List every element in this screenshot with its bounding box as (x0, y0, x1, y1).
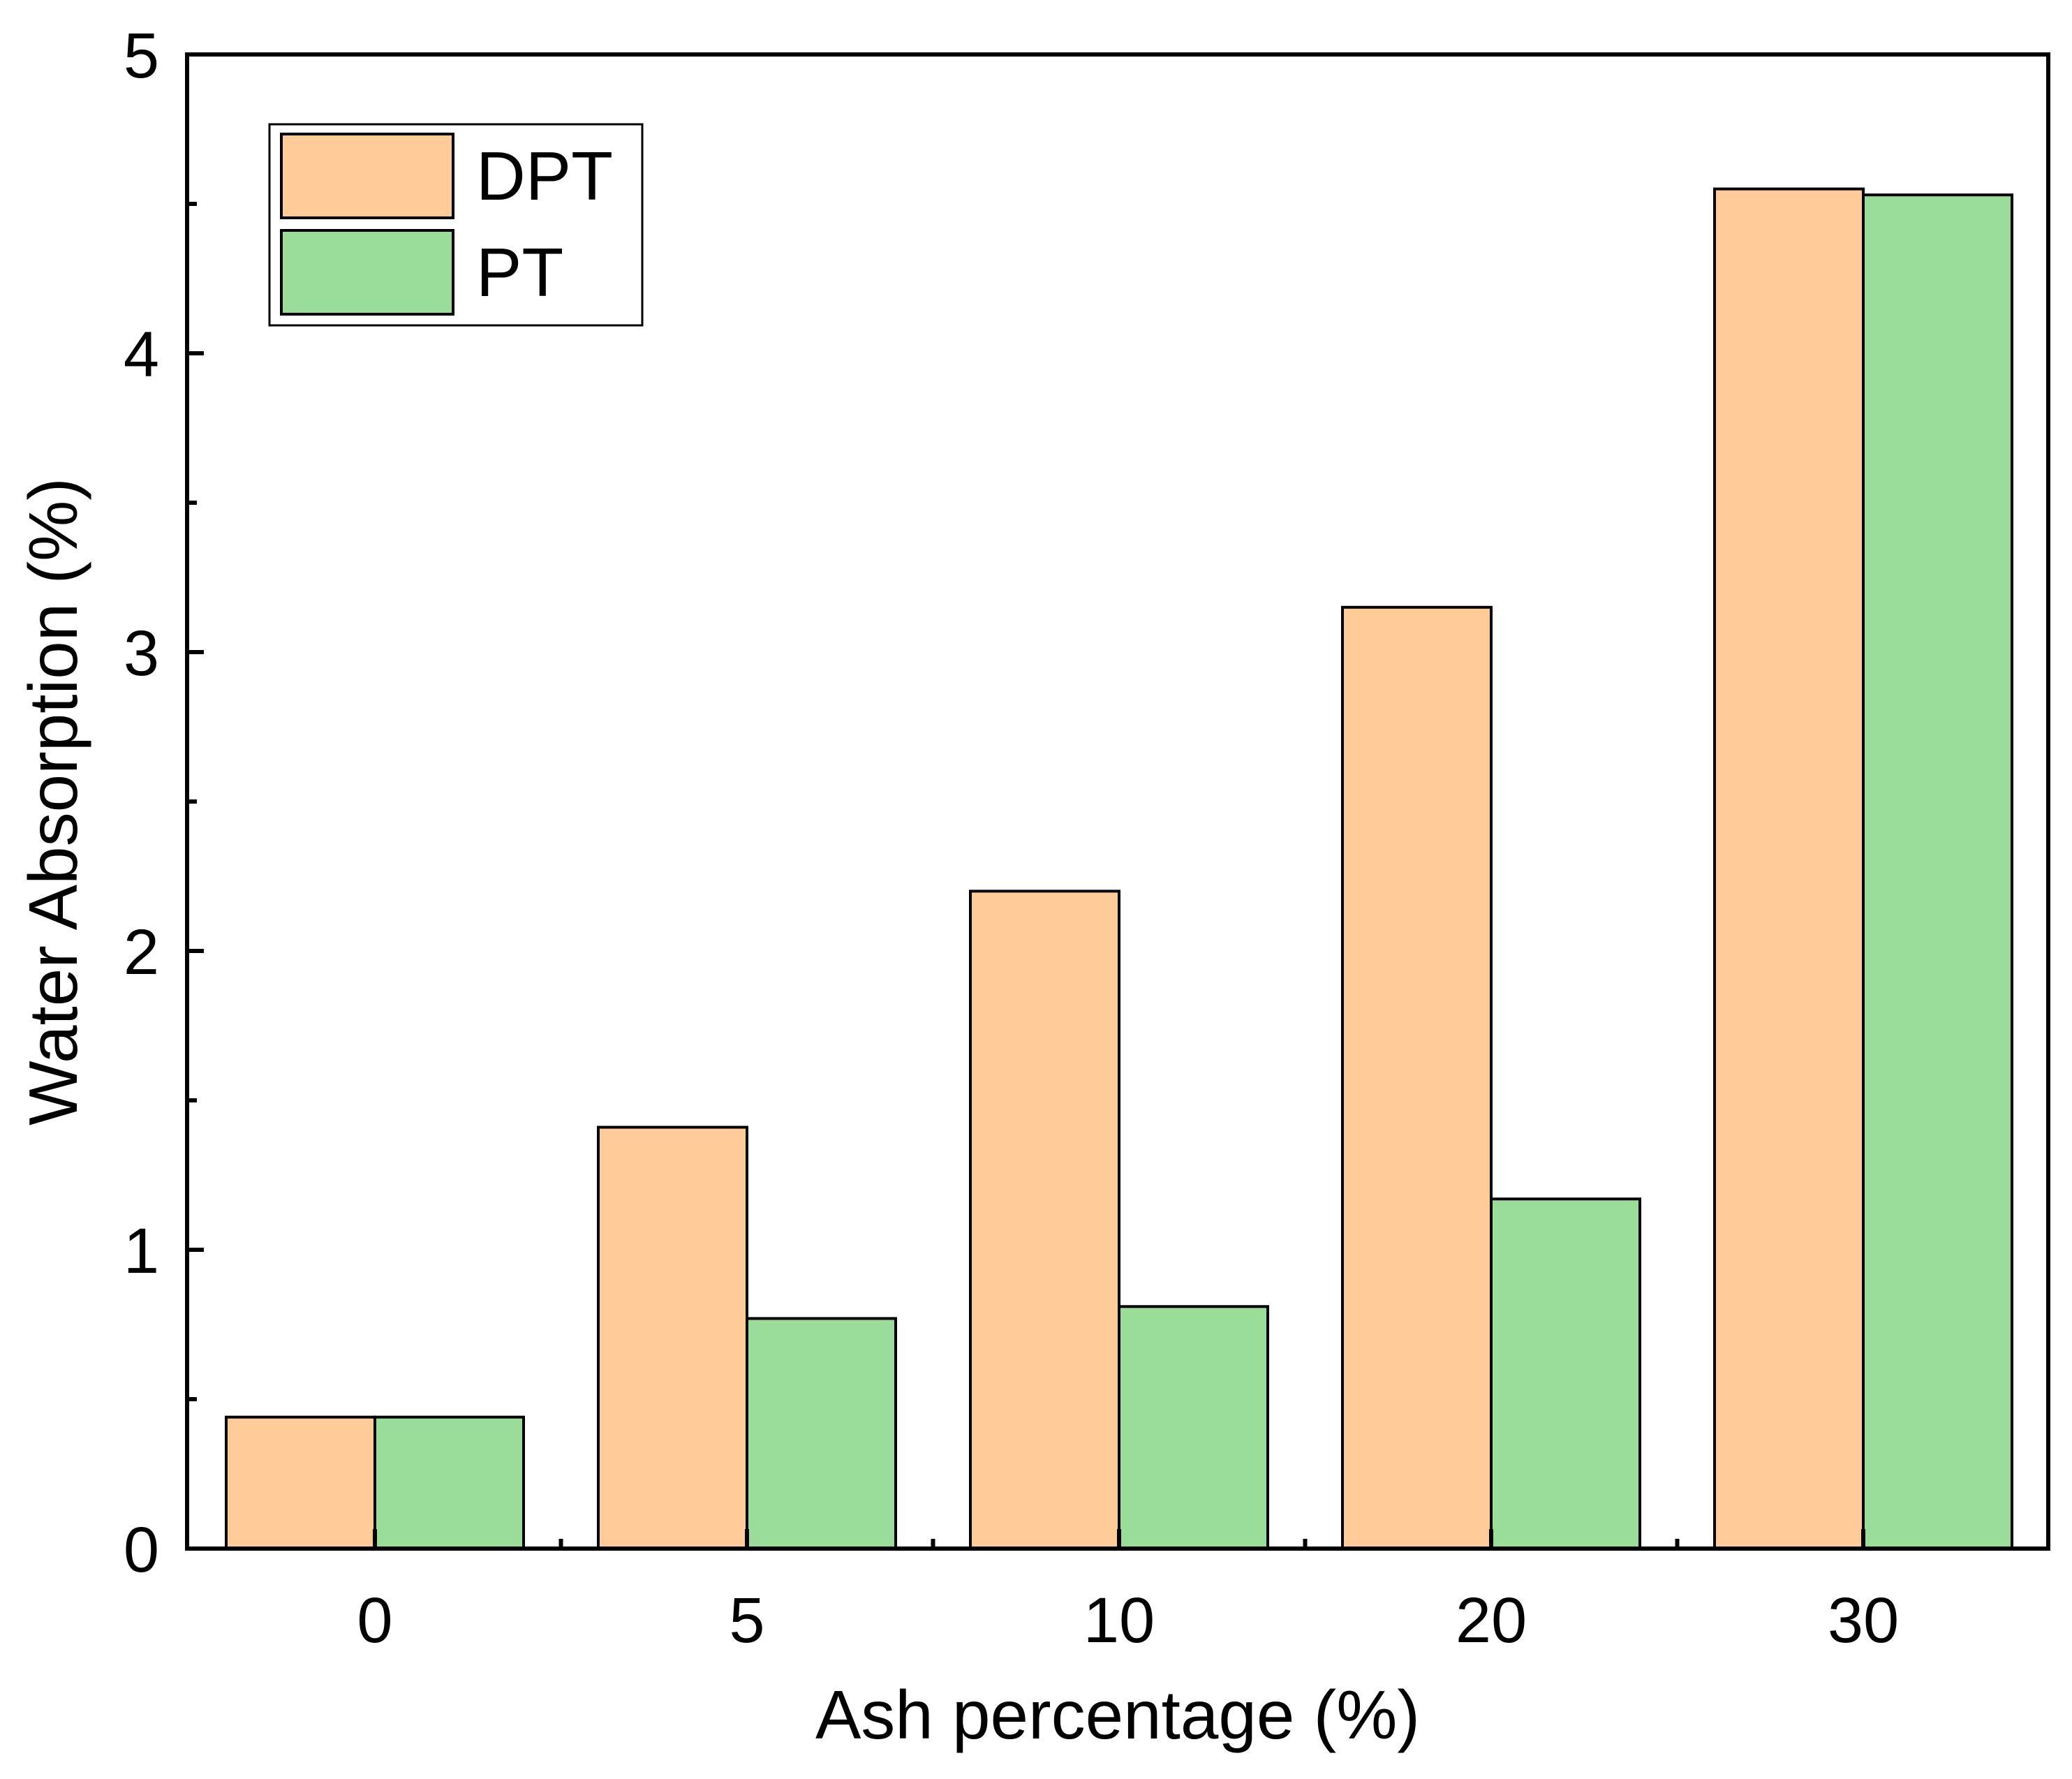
y-tick-label-0: 0 (124, 1514, 159, 1586)
y-tick-label-5: 5 (124, 20, 159, 91)
y-tick-label-3: 3 (124, 618, 159, 689)
y-tick-label-1: 1 (124, 1216, 159, 1287)
bar-pt-30 (1862, 193, 2013, 1550)
legend-swatch-dpt (280, 133, 454, 219)
bar-dpt-20 (1341, 605, 1493, 1550)
x-tick-label-0: 0 (357, 1585, 392, 1656)
x-tick-label-30: 30 (1828, 1585, 1899, 1656)
bar-pt-10 (1118, 1305, 1269, 1550)
legend: DPT PT (268, 123, 644, 327)
y-axis-label: Water Absorption (%) (15, 478, 91, 1125)
bar-dpt-5 (597, 1125, 748, 1550)
x-tick-label-20: 20 (1456, 1585, 1527, 1656)
bar-pt-20 (1490, 1197, 1641, 1550)
x-tick-label-10: 10 (1083, 1585, 1155, 1656)
y-tick-label-4: 4 (124, 319, 159, 390)
bar-dpt-0 (225, 1415, 376, 1551)
tick-labels-group: 0 1 2 3 4 5 0 5 10 20 30 (124, 20, 1899, 1656)
bar-dpt-10 (969, 890, 1120, 1550)
bar-dpt-30 (1713, 187, 1865, 1551)
plot-frame (185, 52, 2050, 1551)
legend-label-pt: PT (476, 234, 563, 311)
x-tick-label-5: 5 (729, 1585, 764, 1656)
x-axis-label: Ash percentage (%) (815, 1676, 1420, 1753)
legend-label-dpt: DPT (476, 138, 613, 214)
bar-pt-0 (373, 1415, 525, 1551)
y-tick-label-2: 2 (124, 917, 159, 988)
legend-swatch-pt (280, 229, 454, 316)
bar-pt-5 (746, 1317, 897, 1550)
bars-group (225, 187, 2013, 1551)
